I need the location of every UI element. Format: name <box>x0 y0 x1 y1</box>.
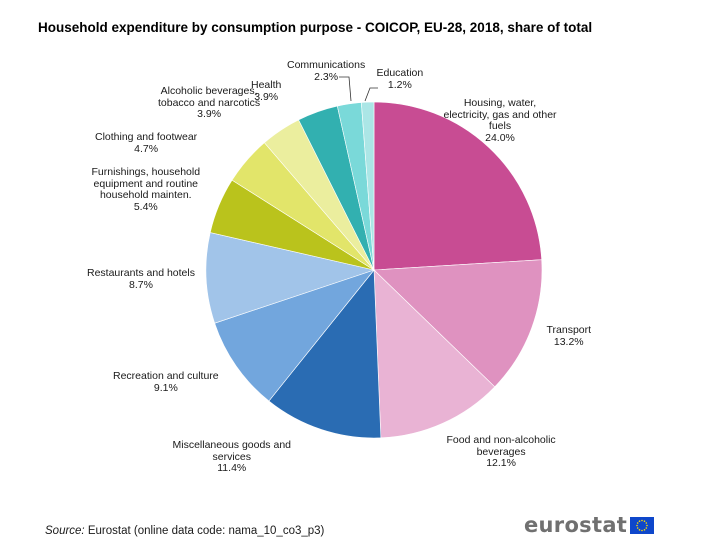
slice-label-4: Recreation and culture 9.1% <box>113 370 219 394</box>
slice-label-6: Furnishings, household equipment and rout… <box>91 166 201 213</box>
slice-label-text: equipment and routine <box>93 177 199 190</box>
slice-label-text: Education <box>376 67 424 79</box>
slice-label-text: Food and non-alcoholic <box>446 434 556 446</box>
slice-label-text: Transport <box>546 324 592 336</box>
slice-value-label: 8.7% <box>129 278 153 291</box>
slice-label-3: Miscellaneous goods and services 11.4% <box>172 439 292 475</box>
slice-value-label: 4.7% <box>134 142 159 155</box>
pie-slice-0[interactable] <box>373 101 542 271</box>
slice-label-2: Food and non-alcoholic beverages 12.1% <box>446 434 556 470</box>
slice-label-text: household mainten. <box>99 189 192 201</box>
slice-value-label: 11.4% <box>217 462 247 474</box>
slice-value-label: 2.3% <box>314 70 339 83</box>
flag-star <box>636 524 638 526</box>
slice-label-text: Communications <box>287 59 366 71</box>
slice-label-10: Communications 2.3% <box>287 59 366 83</box>
flag-star <box>641 519 643 521</box>
slice-value-label: 9.1% <box>153 381 178 394</box>
slice-label-text: tobacco and narcotics <box>158 96 261 109</box>
slice-label-text: Furnishings, household <box>91 166 201 178</box>
flag-star <box>636 521 639 524</box>
flag-star <box>646 524 648 526</box>
slice-value-label: 3.9% <box>197 108 222 120</box>
slice-label-9: Health 3.9% <box>251 79 282 103</box>
slice-label-text: beverages <box>476 445 526 458</box>
leader-line-education <box>364 87 378 102</box>
slice-label-text: Clothing and footwear <box>95 131 198 143</box>
pie-slice-5[interactable] <box>205 232 376 324</box>
slice-value-label: 5.4% <box>133 200 158 213</box>
slice-label-text: fuels <box>488 120 512 132</box>
slice-label-11: Education 1.2% <box>376 67 424 91</box>
slice-label-text: services <box>212 450 251 463</box>
flag-star <box>645 521 648 524</box>
slice-label-text: Recreation and culture <box>113 370 219 382</box>
flag-star <box>636 526 639 529</box>
slice-label-1: Transport 13.2% <box>546 324 592 348</box>
pie-slice-4[interactable] <box>214 269 375 402</box>
slice-label-text: Housing, water, <box>463 97 537 109</box>
slice-label-0: Housing, water, electricity, gas and othe… <box>443 97 557 144</box>
slice-label-5: Restaurants and hotels 8.7% <box>87 267 195 291</box>
slice-label-text: Alcoholic beverages, <box>160 85 258 97</box>
slice-value-label: 13.2% <box>553 335 584 348</box>
pie-slice-11[interactable] <box>361 101 375 271</box>
eu-flag-icon <box>630 516 655 534</box>
slice-label-8: Alcoholic beverages, tobacco and narcotic… <box>158 85 261 121</box>
logo-text: eurostat <box>524 513 628 537</box>
slice-label-7: Clothing and footwear 4.7% <box>95 131 198 155</box>
chart-title: Household expenditure by consumption pur… <box>38 20 593 35</box>
pie-slices <box>205 101 543 439</box>
flag-star <box>641 529 643 531</box>
pie-slice-3[interactable] <box>268 269 382 439</box>
slice-label-text: Restaurants and hotels <box>87 267 195 279</box>
leader-line-communications <box>339 76 352 102</box>
leader-lines <box>339 76 378 102</box>
pie-slice-1[interactable] <box>373 259 543 388</box>
flag-star <box>638 528 641 531</box>
flag-star <box>645 526 648 529</box>
slice-label-text: Miscellaneous goods and <box>172 439 292 451</box>
source-prefix: Source: <box>45 525 85 537</box>
flag-star <box>643 528 646 531</box>
slice-label-text: electricity, gas and other <box>443 108 557 121</box>
slice-value-label: 24.0% <box>485 131 515 144</box>
slice-value-label: 3.9% <box>254 90 279 103</box>
slice-value-label: 12.1% <box>486 457 516 469</box>
eurostat-logo[interactable]: eurostat <box>524 513 655 537</box>
flag-star <box>638 519 641 522</box>
slice-label-text: Health <box>251 79 282 91</box>
source-note: Source: Eurostat (online data code: nama… <box>45 525 324 537</box>
source-text: Eurostat (online data code: nama_10_co3_… <box>84 525 325 537</box>
slice-value-label: 1.2% <box>387 78 412 91</box>
pie-slice-2[interactable] <box>373 269 496 439</box>
flag-star <box>643 519 646 522</box>
